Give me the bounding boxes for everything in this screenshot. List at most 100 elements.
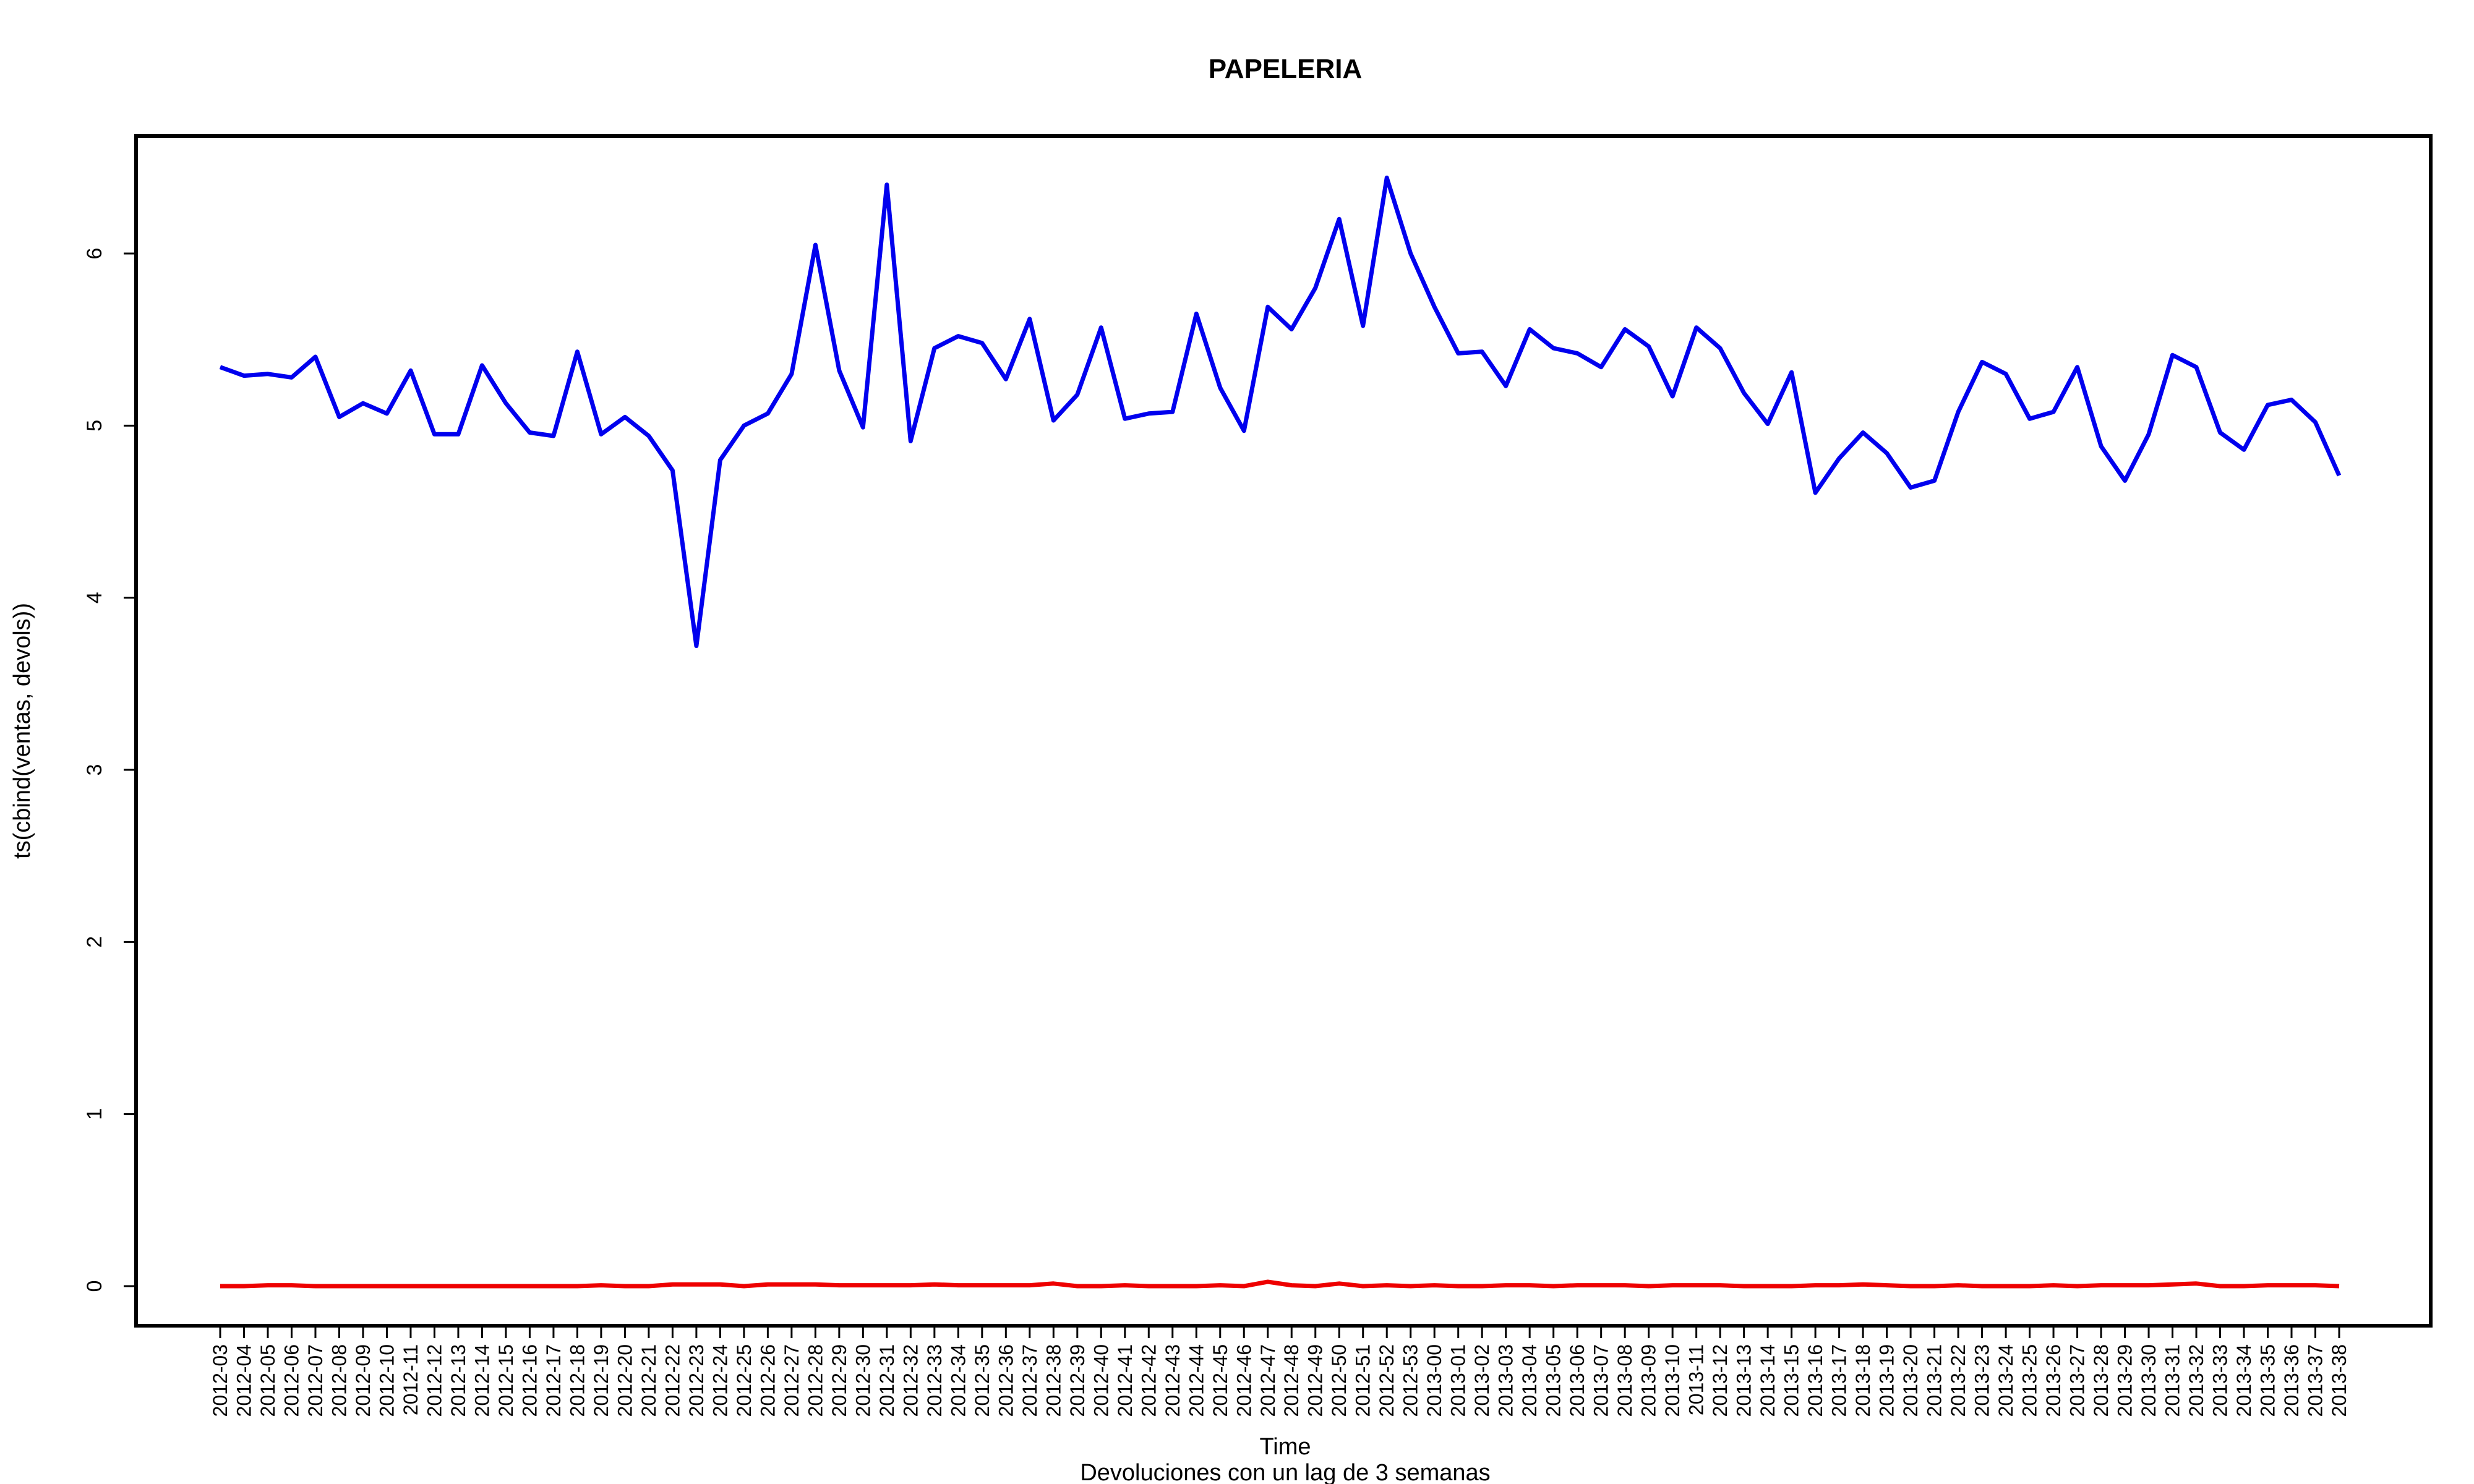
x-tick-label: 2013-17 [1828,1344,1851,1417]
x-tick-label: 2012-14 [471,1344,493,1417]
x-tick-label: 2013-34 [2233,1344,2255,1417]
x-tick-label: 2013-36 [2280,1344,2303,1417]
x-tick-label: 2013-09 [1638,1344,1660,1417]
x-tick-label: 2013-19 [1876,1344,1898,1417]
x-tick-label: 2012-08 [328,1344,350,1417]
x-tick-label: 2013-35 [2257,1344,2279,1417]
x-tick-label: 2012-43 [1162,1344,1184,1417]
x-tick-label: 2013-33 [2209,1344,2232,1417]
x-tick-label: 2012-25 [733,1344,755,1417]
x-tick-label: 2012-23 [685,1344,708,1417]
x-tick-label: 2013-08 [1614,1344,1636,1417]
x-tick-label: 2012-53 [1400,1344,1422,1417]
x-tick-label: 2012-38 [1042,1344,1064,1417]
x-tick-label: 2012-46 [1233,1344,1255,1417]
x-tick-label: 2013-31 [2162,1344,2184,1417]
x-tick-label: 2012-19 [590,1344,612,1417]
x-tick-label: 2012-12 [423,1344,445,1417]
x-tick-label: 2012-04 [233,1344,255,1417]
x-tick-label: 2012-06 [280,1344,302,1417]
x-tick-label: 2012-31 [876,1344,898,1417]
x-tick-label: 2012-36 [995,1344,1017,1417]
x-tick-label: 2012-45 [1209,1344,1231,1417]
x-tick-label: 2012-21 [638,1344,660,1417]
x-tick-label: 2012-07 [304,1344,327,1417]
plot-frame [134,134,2433,1328]
x-tick-label: 2012-27 [781,1344,803,1417]
x-tick-label: 2013-01 [1447,1344,1470,1417]
x-tick-label: 2013-00 [1423,1344,1445,1417]
series-line-ventas [219,176,2342,649]
x-tick-label: 2012-28 [804,1344,826,1417]
x-tick-label: 2013-05 [1543,1344,1565,1417]
x-tick-label: 2013-23 [1971,1344,1993,1417]
x-tick-label: 2013-07 [1590,1344,1612,1417]
x-tick-label: 2012-05 [257,1344,279,1417]
x-tick-label: 2012-37 [1019,1344,1041,1417]
x-tick-label: 2012-16 [518,1344,541,1417]
x-tick-label: 2013-16 [1804,1344,1826,1417]
x-tick-label: 2012-29 [828,1344,850,1417]
chart-subtitle: Devoluciones con un lag de 3 semanas [1080,1460,1490,1484]
x-tick-label: 2012-24 [709,1344,731,1417]
x-tick-label: 2013-12 [1709,1344,1731,1417]
x-tick-label: 2012-34 [947,1344,969,1417]
y-axis-label: ts(cbind(ventas, devols)) [9,603,35,859]
x-tick-label: 2013-32 [2185,1344,2207,1417]
x-tick-label: 2013-29 [2114,1344,2136,1417]
x-tick-label: 2012-20 [614,1344,636,1417]
y-tick-label: 3 [83,764,106,776]
x-tick-label: 2013-26 [2042,1344,2065,1417]
x-tick-label: 2012-40 [1090,1344,1112,1417]
series-line-devols [220,1279,2340,1289]
x-tick-label: 2013-14 [1757,1344,1779,1417]
x-tick-label: 2012-22 [661,1344,683,1417]
x-tick-label: 2012-15 [495,1344,517,1417]
x-tick-label: 2013-03 [1495,1344,1517,1417]
x-tick-label: 2012-30 [852,1344,874,1417]
x-tick-label: 2013-06 [1566,1344,1588,1417]
y-axis: 0 1 2 3 4 5 6 [83,248,136,1292]
x-tick-label: 2013-04 [1518,1344,1541,1417]
x-tick-label: 2013-11 [1685,1344,1708,1415]
x-tick-label: 2012-18 [566,1344,588,1417]
x-axis: 2012-03 2012-04 2012-05 2012-06 2012-07 2012-… [209,1326,2350,1417]
y-tick-label: 5 [83,420,106,432]
x-tick-label: 2012-48 [1280,1344,1303,1417]
x-tick-label: 2012-44 [1185,1344,1207,1417]
y-tick-label: 6 [83,248,106,260]
x-tick-label: 2013-22 [1947,1344,1969,1417]
x-tick-label: 2012-41 [1114,1344,1136,1417]
x-tick-label: 2012-17 [542,1344,565,1417]
x-tick-label: 2013-15 [1781,1344,1803,1417]
x-tick-label: 2012-47 [1257,1344,1279,1417]
x-tick-label: 2012-42 [1137,1344,1160,1417]
x-tick-label: 2012-26 [756,1344,779,1417]
x-tick-label: 2012-10 [375,1344,398,1417]
x-tick-label: 2013-38 [2328,1344,2350,1417]
x-tick-label: 2012-11 [400,1344,422,1415]
x-tick-label: 2012-51 [1352,1344,1374,1417]
y-tick-label: 2 [83,936,106,948]
x-tick-label: 2013-18 [1852,1344,1874,1417]
x-tick-label: 2012-52 [1376,1344,1398,1417]
x-tick-label: 2012-49 [1304,1344,1327,1417]
y-tick-label: 4 [83,592,106,603]
x-tick-label: 2013-13 [1733,1344,1755,1417]
x-tick-label: 2012-33 [923,1344,946,1417]
x-tick-label: 2013-10 [1661,1344,1684,1417]
x-tick-label: 2013-21 [1924,1344,1946,1417]
x-tick-label: 2013-30 [2138,1344,2160,1417]
x-tick-label: 2012-39 [1066,1344,1089,1417]
y-tick-label: 0 [83,1281,106,1292]
y-tick-label: 1 [83,1108,106,1120]
chart-title: PAPELERIA [1209,54,1363,84]
x-tick-label: 2012-13 [447,1344,469,1417]
x-tick-label: 2013-20 [1899,1344,1922,1417]
x-tick-label: 2012-50 [1328,1344,1350,1417]
x-tick-label: 2013-25 [2019,1344,2041,1417]
x-tick-label: 2012-35 [971,1344,993,1417]
x-tick-label: 2013-24 [1995,1344,2017,1417]
x-tick-label: 2012-03 [209,1344,231,1417]
